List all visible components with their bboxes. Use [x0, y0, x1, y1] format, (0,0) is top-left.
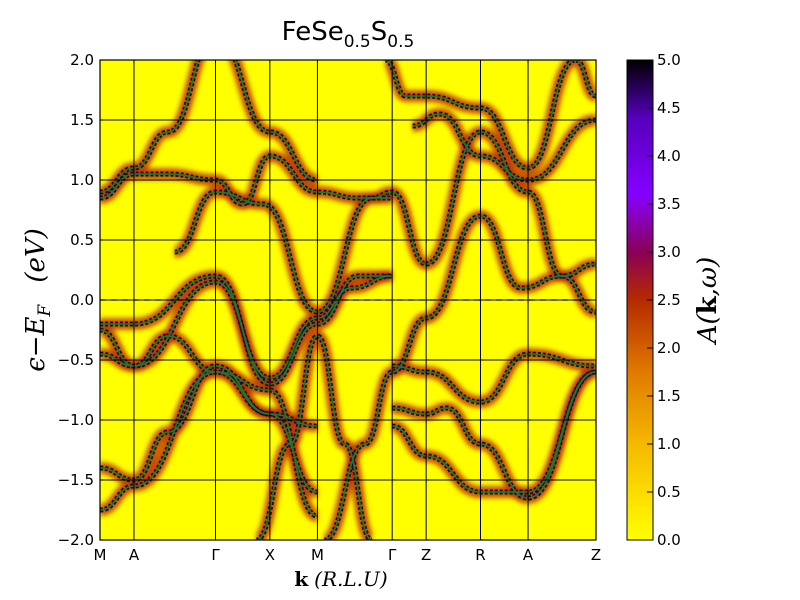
- y-tick-label: −0.5: [58, 351, 94, 369]
- kpoint-label: M: [311, 546, 324, 564]
- colorbar-tick-label: 5.0: [657, 51, 681, 69]
- colorbar-tick-label: 1.0: [657, 435, 681, 453]
- colorbar-tick-label: 0.0: [657, 531, 681, 549]
- y-tick-label: −1.5: [58, 471, 94, 489]
- y-tick-label: 0.0: [70, 291, 94, 309]
- kpoint-label: Z: [421, 546, 431, 564]
- y-tick-label: 0.5: [70, 231, 94, 249]
- dft-band: [100, 155, 393, 205]
- plot-frame: [99, 59, 597, 541]
- colorbar-tick-label: 4.5: [657, 99, 681, 117]
- colorbar-tick-label: 1.5: [657, 387, 681, 405]
- colorbar-tick-label: 3.0: [657, 243, 681, 261]
- kpoint-label: M: [94, 546, 107, 564]
- colorbar-label: A(k,ω): [693, 257, 723, 346]
- kpoint-label: Γ: [388, 546, 397, 564]
- y-tick-label: 1.5: [70, 111, 94, 129]
- y-tick-label: −1.0: [58, 411, 94, 429]
- y-tick-label: −2.0: [58, 531, 94, 549]
- colorbar-tick-label: 2.5: [657, 291, 681, 309]
- dft-band: [100, 275, 393, 385]
- colorbar-tick-label: 0.5: [657, 483, 681, 501]
- colorbar-tick-label: 3.5: [657, 195, 681, 213]
- kpoint-label: A: [523, 546, 534, 564]
- y-axis-label: ϵ−EF(eV): [21, 228, 55, 372]
- chart-title: FeSe0.5S0.5: [282, 17, 415, 52]
- colorbar-axis: 5.0 4.5 4.0 3.5 3.0 2.5 2.0 1.5 1.0 0.5 0.0: [647, 51, 681, 549]
- kpoint-label: Γ: [211, 546, 220, 564]
- y-tick-label: 1.0: [70, 171, 94, 189]
- x-axis-label: k (R.L.U): [294, 567, 387, 591]
- kpoint-label: R: [475, 546, 485, 564]
- kpoint-label: A: [129, 546, 140, 564]
- y-axis: 2.0 1.5 1.0 0.5 0.0 −0.5 −1.0 −1.5 −2.0: [58, 51, 94, 549]
- dft-band: [412, 113, 596, 181]
- dft-band: [392, 371, 596, 493]
- y-tick-label: 2.0: [70, 51, 94, 69]
- kpoint-label: X: [265, 546, 275, 564]
- kpoint-label: Z: [591, 546, 601, 564]
- dft-band: [323, 215, 596, 540]
- dft-band: [174, 131, 596, 313]
- colorbar-tick-label: 4.0: [657, 147, 681, 165]
- colorbar-tick-label: 2.0: [657, 339, 681, 357]
- dft-band: [385, 60, 596, 169]
